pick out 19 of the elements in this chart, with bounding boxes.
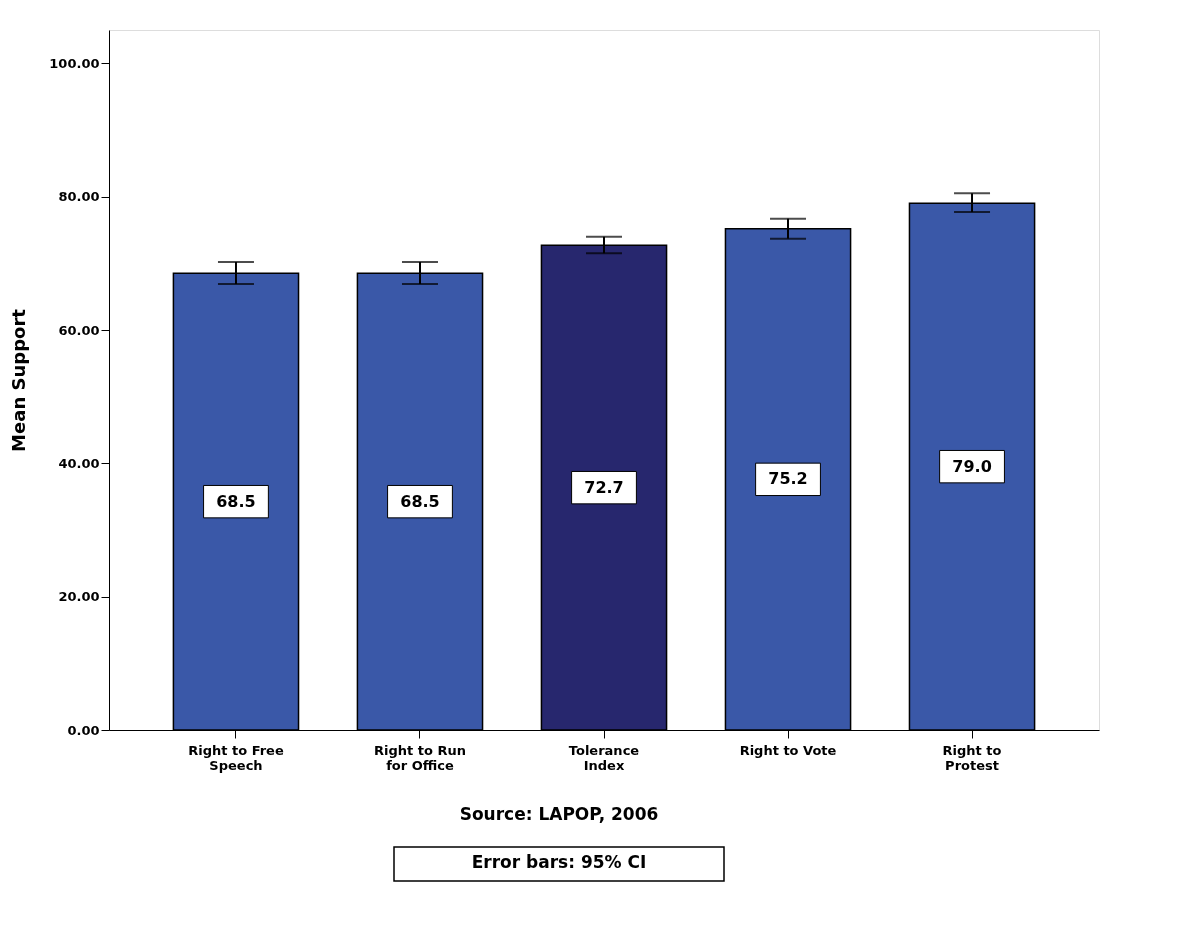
data-label: 68.5	[400, 491, 440, 511]
y-tick-label: 60.00	[58, 322, 100, 338]
data-label: 72.7	[584, 477, 624, 497]
x-tick-label: Tolerance Index	[568, 742, 640, 773]
x-tick-label: Right to Free Speech	[188, 742, 284, 773]
y-axis-title: Mean Support	[8, 308, 30, 452]
text: Error bars: 95% CI	[471, 852, 647, 872]
x-tick-label: Right to Protest	[942, 742, 1002, 773]
data-label: 79.0	[952, 456, 992, 476]
source-note: Source: LAPOP, 2006	[459, 804, 659, 824]
y-tick-label: 80.00	[58, 189, 100, 205]
y-tick-label: 40.00	[58, 455, 100, 471]
y-tick-label: 20.00	[58, 589, 100, 605]
x-tick-label: Right to Run for Office	[374, 742, 466, 773]
data-label: 75.2	[768, 469, 808, 489]
y-tick-label: 0.00	[67, 722, 100, 738]
y-tick-label: 100.00	[49, 55, 100, 71]
x-tick-label: Right to Vote	[739, 742, 837, 758]
data-label: 68.5	[216, 491, 256, 511]
